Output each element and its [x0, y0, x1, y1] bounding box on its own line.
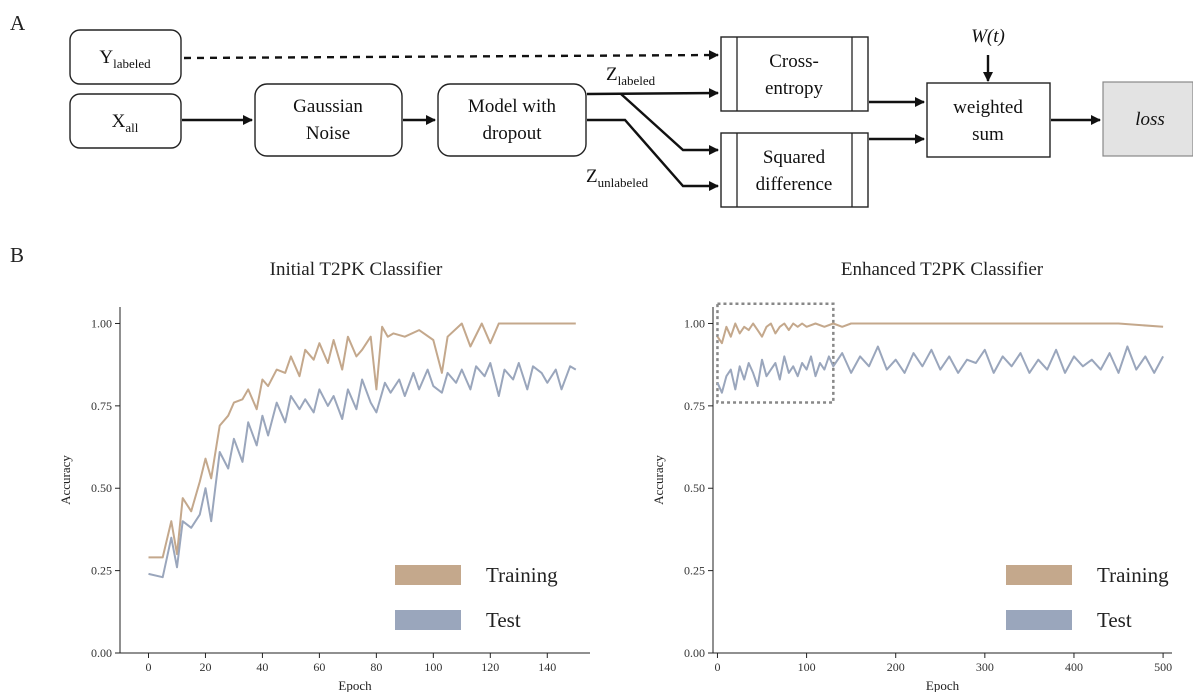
- gaussian-noise-box: [255, 84, 402, 156]
- y-tick-label: 0.25: [684, 564, 705, 578]
- gaussian-noise-line2: Noise: [306, 123, 350, 144]
- model-dropout-box: [438, 84, 586, 156]
- y-axis-label: Accuracy: [58, 455, 73, 505]
- chart-title: Enhanced T2PK Classifier: [841, 259, 1044, 280]
- y-axis-label: Accuracy: [651, 455, 666, 505]
- w-t-label: W(t): [971, 26, 1005, 47]
- x-tick-label: 120: [481, 660, 499, 674]
- y-tick-label: 1.00: [91, 316, 112, 330]
- x-tick-label: 200: [887, 660, 905, 674]
- legend-label-test: Test: [1097, 608, 1132, 632]
- legend-swatch-training: [1006, 565, 1072, 585]
- squared-difference-line2: difference: [756, 174, 833, 195]
- x-axis-label: Epoch: [926, 678, 960, 692]
- z-labeled-label: Zlabeled: [606, 64, 656, 88]
- y-tick-label: 1.00: [684, 316, 705, 330]
- chart-title: Initial T2PK Classifier: [270, 259, 443, 280]
- loss-label: loss: [1135, 109, 1165, 130]
- legend-label-training: Training: [1097, 563, 1169, 587]
- legend-swatch-training: [395, 565, 461, 585]
- y-tick-label: 0.75: [684, 399, 705, 413]
- panel-label-a: A: [10, 11, 26, 35]
- panel-label-b: B: [10, 243, 24, 267]
- x-tick-label: 100: [798, 660, 816, 674]
- z-unlabeled-label: Zunlabeled: [586, 166, 649, 190]
- x-tick-label: 40: [256, 660, 268, 674]
- z-labeled-to-sq-arrow: [621, 94, 718, 150]
- gaussian-noise-line1: Gaussian: [293, 96, 363, 117]
- legend-label-training: Training: [486, 563, 558, 587]
- x-tick-label: 100: [424, 660, 442, 674]
- x-tick-label: 300: [976, 660, 994, 674]
- enhanced-classifier-chart: Enhanced T2PK Classifier 0.00 0.25 0.50 0.75…: [651, 259, 1172, 692]
- model-dropout-line1: Model with: [468, 96, 557, 117]
- x-tick-label: 0: [145, 660, 151, 674]
- series-line-training: [718, 324, 1164, 344]
- x-tick-label: 140: [538, 660, 556, 674]
- weighted-sum-line2: sum: [972, 124, 1004, 145]
- model-dropout-line2: dropout: [482, 123, 542, 144]
- x-tick-label: 20: [199, 660, 211, 674]
- x-tick-label: 500: [1154, 660, 1172, 674]
- x-tick-label: 80: [370, 660, 382, 674]
- squared-difference-line1: Squared: [763, 147, 826, 168]
- x-tick-label: 400: [1065, 660, 1083, 674]
- x-tick-label: 60: [313, 660, 325, 674]
- y-tick-label: 0.00: [91, 646, 112, 660]
- y-tick-label: 0.25: [91, 564, 112, 578]
- x-tick-label: 0: [714, 660, 720, 674]
- z-labeled-to-ce-arrow: [587, 93, 718, 94]
- y-labeled-dashed-arrow: [184, 55, 718, 58]
- series-line-training: [149, 324, 576, 558]
- legend-swatch-test: [1006, 610, 1072, 630]
- legend-label-test: Test: [486, 608, 521, 632]
- cross-entropy-line1: Cross-: [769, 51, 819, 72]
- y-tick-label: 0.50: [684, 481, 705, 495]
- initial-classifier-chart: Initial T2PK Classifier 0.00 0.25 0.50 0.75 1…: [58, 259, 590, 692]
- cross-entropy-box: [721, 37, 868, 111]
- y-tick-label: 0.75: [91, 399, 112, 413]
- weighted-sum-line1: weighted: [953, 97, 1023, 118]
- y-tick-label: 0.50: [91, 481, 112, 495]
- squared-difference-box: [721, 133, 868, 207]
- weighted-sum-box: [927, 83, 1050, 157]
- legend-swatch-test: [395, 610, 461, 630]
- cross-entropy-line2: entropy: [765, 78, 824, 99]
- series-line-test: [718, 347, 1164, 393]
- y-tick-label: 0.00: [684, 646, 705, 660]
- x-axis-label: Epoch: [338, 678, 372, 692]
